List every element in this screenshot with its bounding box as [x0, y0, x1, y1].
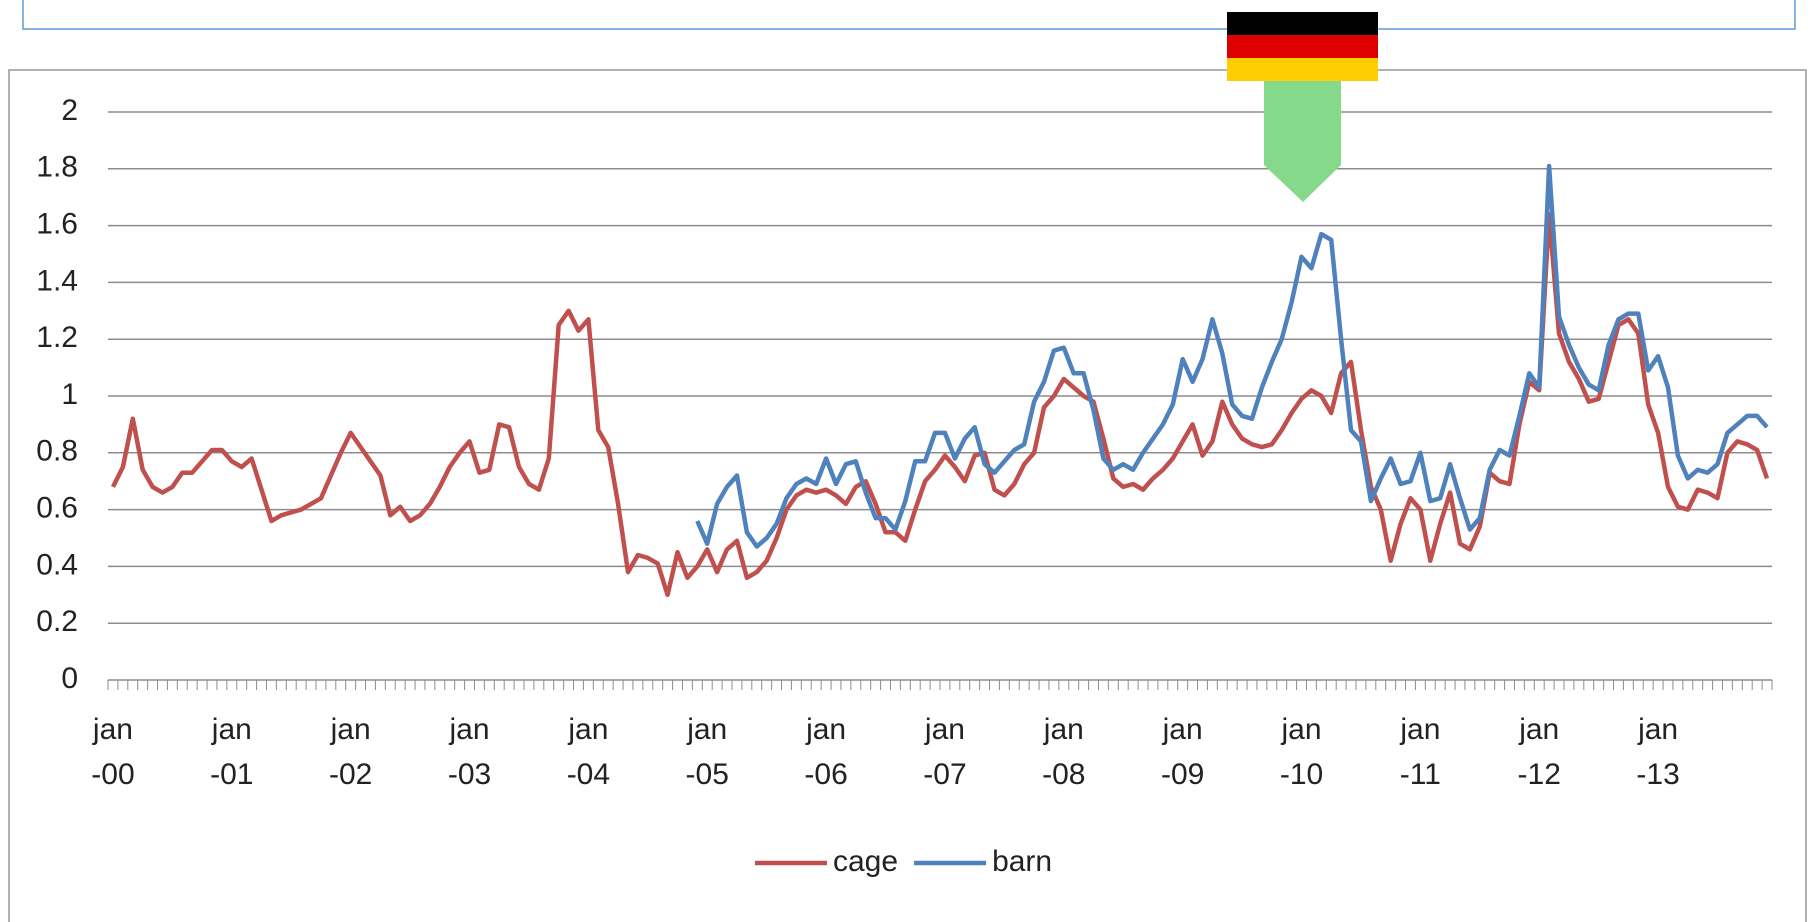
y-tick-label: 1.4 — [36, 264, 78, 297]
plot: 0 0.2 0.4 0.6 0.8 1 1.2 1.4 1.6 1.8 2 jan -00 jan -01 j… — [36, 94, 1773, 878]
x-tick-label: jan -10 — [1280, 713, 1323, 791]
y-tick-label: 0.2 — [36, 605, 78, 638]
top-box — [22, 0, 1796, 30]
y-tick-label: 1.8 — [36, 151, 78, 184]
y-tick-label: 0.8 — [36, 435, 78, 468]
y-tick-label: 0.4 — [36, 548, 78, 581]
x-tick-label: jan -08 — [1042, 713, 1085, 791]
series-line — [110, 211, 1770, 598]
arrow — [1264, 81, 1341, 202]
flag-black — [1227, 12, 1378, 35]
x-tick-label: jan -02 — [329, 713, 372, 791]
x-tick-label: jan -04 — [567, 713, 610, 791]
y-tick-label: 0 — [61, 662, 78, 695]
y-tick-label: 2 — [61, 94, 78, 127]
x-tick-label: jan -03 — [448, 713, 491, 791]
x-tick-label: jan -13 — [1636, 713, 1679, 791]
x-tick-label: jan -11 — [1399, 713, 1441, 791]
x-tick-label: jan -06 — [804, 713, 847, 791]
y-tick-label: 1.6 — [36, 208, 78, 241]
legend-label: barn — [992, 845, 1052, 878]
flag-gold — [1227, 58, 1378, 81]
x-tick-label: jan -05 — [686, 713, 729, 791]
y-tick-label: 1.2 — [36, 321, 78, 354]
x-tick-label: jan -09 — [1161, 713, 1204, 791]
flag-red — [1227, 35, 1378, 58]
x-tick-label: jan -01 — [210, 713, 253, 791]
x-tick-label: jan -07 — [923, 713, 966, 791]
series-line — [695, 163, 1769, 549]
y-tick-label: 0.6 — [36, 492, 78, 525]
legend-label: cage — [833, 845, 898, 878]
x-tick-label: jan -00 — [91, 713, 134, 791]
x-tick-label: jan -12 — [1518, 713, 1561, 791]
y-tick-label: 1 — [61, 378, 78, 411]
